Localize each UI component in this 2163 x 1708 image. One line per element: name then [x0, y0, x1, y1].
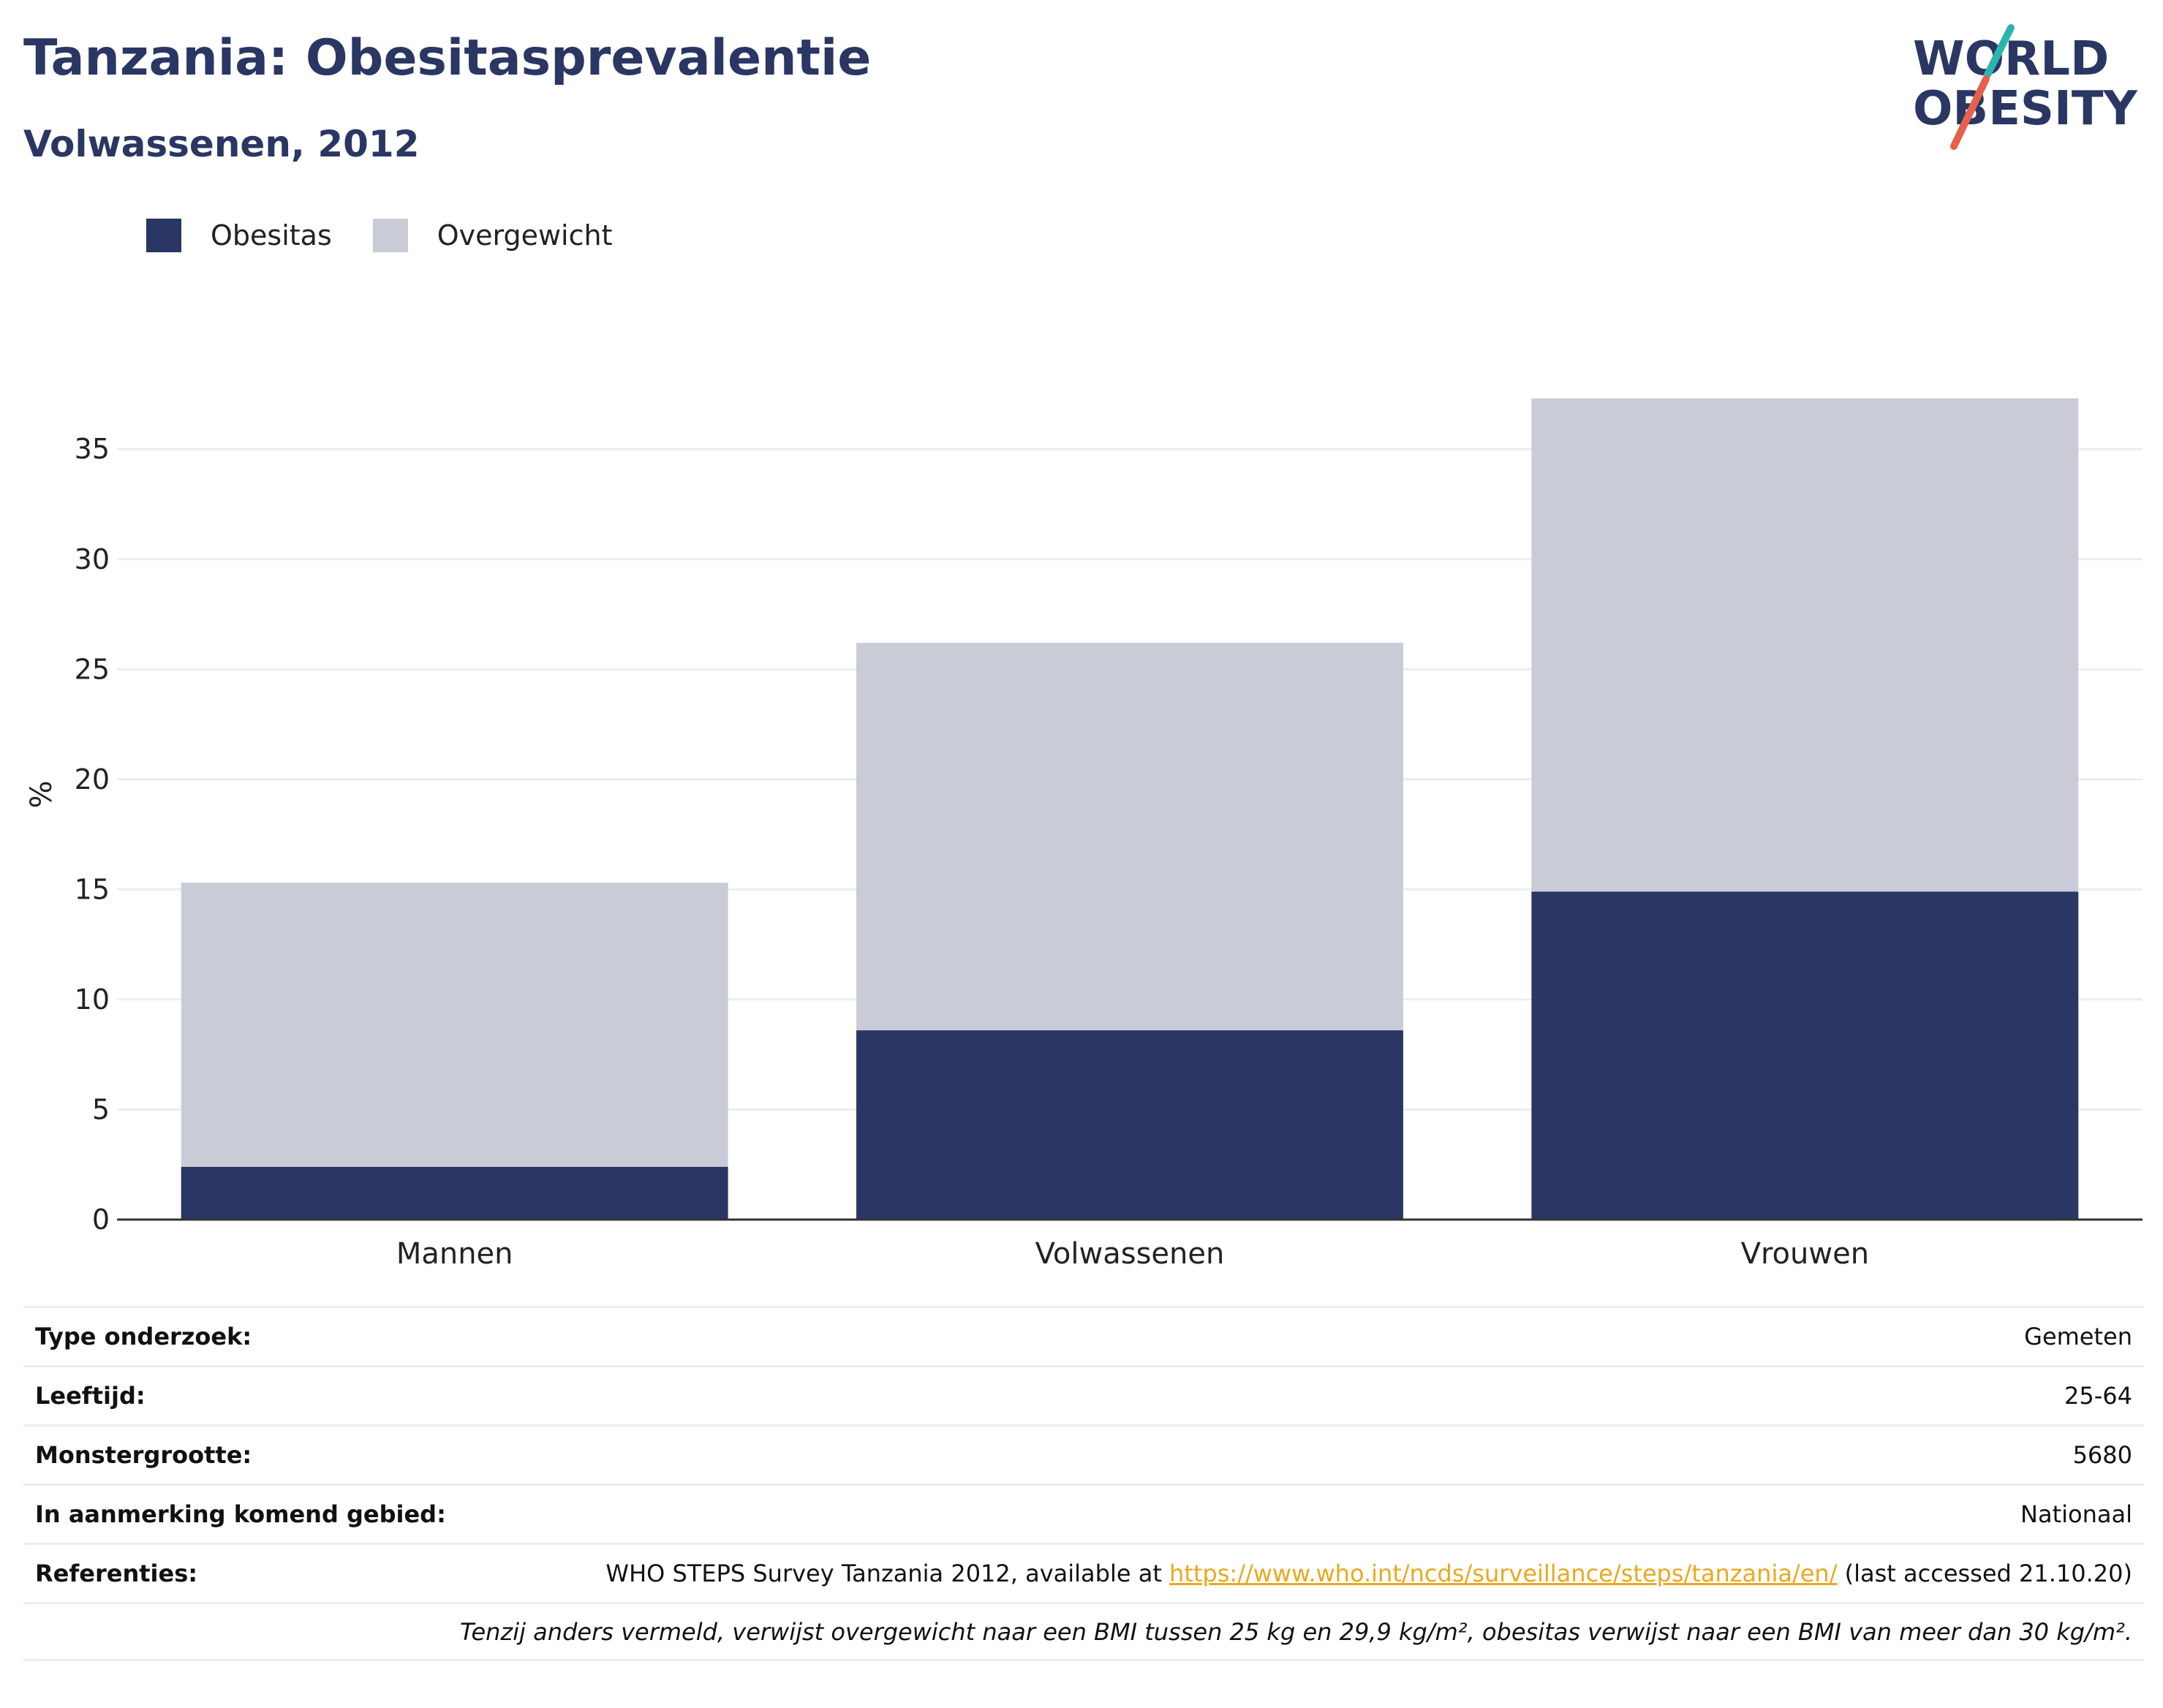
info-value: 25-64 — [2064, 1382, 2132, 1410]
info-label: Type onderzoek: — [35, 1323, 252, 1350]
chart-title: Tanzania: Obesitasprevalentie — [23, 29, 872, 87]
legend-label-obesitas: Obesitas — [211, 219, 332, 252]
info-table: Type onderzoek: Gemeten Leeftijd: 25-64 … — [23, 1306, 2144, 1661]
x-tick-label: Volwassenen — [1035, 1237, 1225, 1271]
definition-note: Tenzij anders vermeld, verwijst overgewi… — [459, 1617, 2132, 1646]
bar-obesitas-vrouwen — [1531, 891, 2079, 1220]
logo-slash-bottom — [1950, 75, 1990, 150]
y-tick-label: 30 — [75, 543, 110, 575]
info-label: Leeftijd: — [35, 1382, 146, 1410]
info-value: Gemeten — [2024, 1323, 2132, 1350]
y-tick-label: 25 — [75, 653, 110, 685]
bar-obesitas-mannen — [181, 1166, 728, 1220]
info-label: Referenties: — [35, 1560, 198, 1587]
logo-line2: OBESITY — [1913, 82, 2137, 136]
bar-overgewicht-volwassenen — [856, 643, 1403, 1031]
references-link[interactable]: https://www.who.int/ncds/surveillance/st… — [1169, 1560, 1838, 1587]
info-value: Nationaal — [2020, 1500, 2132, 1528]
info-row-references: Referenties: WHO STEPS Survey Tanzania 2… — [23, 1543, 2144, 1602]
chart-subtitle: Volwassenen, 2012 — [23, 123, 420, 165]
y-axis-title: % — [25, 780, 58, 808]
references-prefix: WHO STEPS Survey Tanzania 2012, availabl… — [605, 1560, 1170, 1587]
info-row-note: Tenzij anders vermeld, verwijst overgewi… — [23, 1602, 2144, 1661]
info-value: 5680 — [2072, 1441, 2132, 1469]
legend-label-overgewicht: Overgewicht — [437, 219, 613, 252]
y-tick-label: 20 — [75, 763, 110, 796]
info-label: In aanmerking komend gebied: — [35, 1500, 446, 1528]
legend-item-obesitas: Obesitas — [146, 219, 332, 252]
y-tick-label: 10 — [75, 983, 110, 1016]
bar-overgewicht-mannen — [181, 883, 728, 1167]
world-obesity-logo: WORLD OBESITY — [1913, 24, 2137, 150]
legend-swatch-obesitas — [146, 219, 181, 252]
bar-overgewicht-vrouwen — [1531, 398, 2079, 892]
y-tick-label: 15 — [75, 873, 110, 905]
info-label: Monstergrootte: — [35, 1441, 252, 1469]
info-row-sample-size: Monstergrootte: 5680 — [23, 1424, 2144, 1484]
y-tick-label: 35 — [75, 433, 110, 465]
info-row-age: Leeftijd: 25-64 — [23, 1365, 2144, 1424]
x-tick-label: Vrouwen — [1741, 1237, 1869, 1271]
references-suffix: (last accessed 21.10.20) — [1837, 1560, 2132, 1587]
legend-item-overgewicht: Overgewicht — [372, 219, 613, 252]
legend-swatch-overgewicht — [372, 219, 408, 252]
logo-slash-top — [1984, 24, 2015, 78]
info-row-area: In aanmerking komend gebied: Nationaal — [23, 1484, 2144, 1543]
chart-legend: Obesitas Overgewicht — [146, 216, 654, 254]
references-value: WHO STEPS Survey Tanzania 2012, availabl… — [605, 1560, 2132, 1587]
bar-chart: 0 5 10 15 20 25 30 35 Mannen Volwassenen Vrouwen% — [25, 398, 2143, 1271]
logo-line1: WORLD — [1913, 32, 2109, 86]
x-tick-label: Mannen — [396, 1237, 513, 1271]
bar-obesitas-volwassenen — [856, 1030, 1403, 1220]
y-tick-label: 0 — [92, 1203, 110, 1236]
info-row-type: Type onderzoek: Gemeten — [23, 1306, 2144, 1365]
y-tick-label: 5 — [92, 1093, 110, 1125]
